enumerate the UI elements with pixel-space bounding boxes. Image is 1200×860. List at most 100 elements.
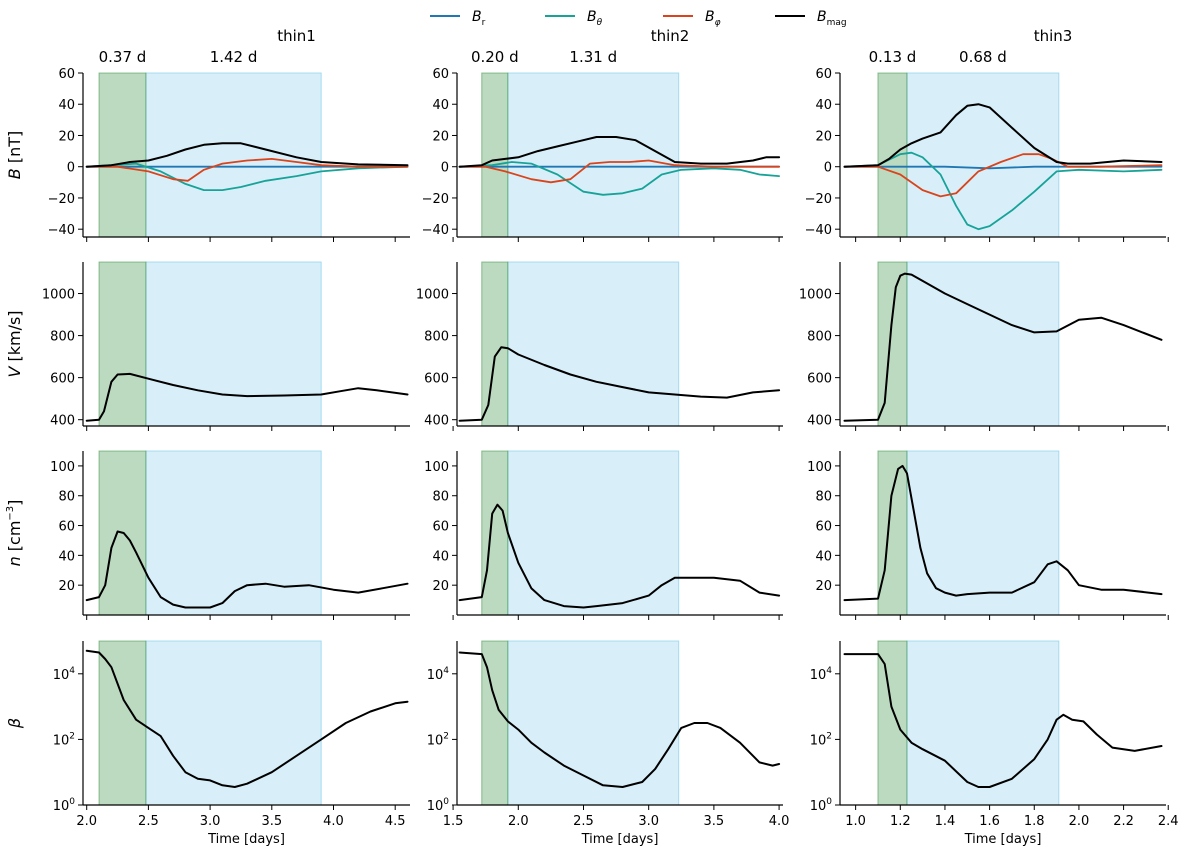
x-tick-label: 3.5 xyxy=(704,814,725,829)
x-tick-label: 1.0 xyxy=(845,814,866,829)
series-Bmag xyxy=(843,103,1163,168)
x-tick-label: 1.8 xyxy=(1024,814,1045,829)
series-Bphi xyxy=(85,157,409,182)
x-tick-label: 2.5 xyxy=(573,814,594,829)
y-tick-label: 1000 xyxy=(42,288,75,303)
sheath-region xyxy=(481,72,509,238)
y-tick-label: 800 xyxy=(50,330,75,345)
y-tick-label: 40 xyxy=(58,549,75,564)
x-tick-label: 2.4 xyxy=(1158,814,1179,829)
y-tick-label: 100 xyxy=(50,460,75,475)
chart-thin3: thin3 0.13 d 0.68 d −40 −20 0 20 40 60 400 600 800 1… xyxy=(799,27,1179,847)
x-tick-label: 4.0 xyxy=(769,814,790,829)
sheath-region xyxy=(481,450,509,616)
y-tick-label: 600 xyxy=(424,372,449,387)
y-tick-label: 80 xyxy=(58,490,75,505)
series-Bmag xyxy=(458,503,781,609)
legend-item-Btheta: Bθ xyxy=(545,9,603,28)
y-tick-label: 1000 xyxy=(416,288,449,303)
y-tick-label: 80 xyxy=(432,490,449,505)
x-tick-label: 1.4 xyxy=(935,814,956,829)
x-tick-label: 2.0 xyxy=(76,814,97,829)
cme-region xyxy=(906,450,1060,616)
panel-beta: 100 102 104 2.0 2.5 3.0 3.5 4.0 4.5 xyxy=(53,640,410,829)
panel-V: 400 600 800 1000 xyxy=(42,261,410,431)
x-axis-label: Time [days] xyxy=(581,832,659,847)
series-Bmag xyxy=(843,464,1163,602)
y-tick-label: 100 xyxy=(427,797,450,814)
panel-B: −40 −20 0 20 40 60 xyxy=(805,67,1169,242)
y-tick-label: 60 xyxy=(432,520,449,535)
y-tick-label: 20 xyxy=(815,579,832,594)
x-tick-label: 1.5 xyxy=(443,814,464,829)
sheath-region xyxy=(877,450,908,616)
x-tick-label: 3.0 xyxy=(638,814,659,829)
series-Bmag xyxy=(85,142,409,168)
cme-region xyxy=(145,640,322,806)
series-Bphi xyxy=(458,159,780,184)
x-tick-label: 1.6 xyxy=(979,814,1000,829)
series-Btheta xyxy=(843,151,1163,231)
y-tick-label: 60 xyxy=(432,67,449,82)
cme-region xyxy=(145,72,322,238)
y-tick-label: 20 xyxy=(58,129,75,144)
series-Btheta xyxy=(458,161,780,196)
x-tick-label: 4.0 xyxy=(323,814,344,829)
cme-region xyxy=(906,72,1060,238)
sheath-duration-label: 0.20 d xyxy=(471,48,519,66)
series-Bmag xyxy=(843,272,1163,422)
y-tick-label: 800 xyxy=(424,330,449,345)
x-axis-label: Time [days] xyxy=(964,832,1042,847)
y-tick-label: 100 xyxy=(53,797,76,814)
y-tick-label: 400 xyxy=(807,414,832,429)
legend-label-Bmag: Bmag xyxy=(817,9,847,28)
cme-duration-label: 1.31 d xyxy=(569,48,617,66)
ylabel-n: n [cm−3] xyxy=(5,500,24,567)
legend-label-Br: Br xyxy=(472,9,486,28)
y-tick-label: 400 xyxy=(424,414,449,429)
series-Bmag xyxy=(458,136,781,168)
series-Bmag xyxy=(843,653,1163,788)
x-tick-label: 4.5 xyxy=(385,814,406,829)
y-tick-label: 60 xyxy=(58,67,75,82)
series-Bmag xyxy=(85,372,409,422)
x-tick-label: 3.5 xyxy=(261,814,282,829)
y-tick-label: 0 xyxy=(824,161,832,176)
y-tick-label: −20 xyxy=(48,192,75,207)
series-Btheta xyxy=(85,162,409,192)
y-tick-label: −20 xyxy=(422,192,449,207)
sheath-region xyxy=(481,640,509,806)
series-Bmag xyxy=(458,651,781,788)
series-Bphi xyxy=(843,153,1163,198)
x-tick-label: 1.2 xyxy=(890,814,911,829)
sheath-region xyxy=(98,640,147,806)
x-tick-label: 2.2 xyxy=(1113,814,1134,829)
y-tick-label: 100 xyxy=(807,460,832,475)
x-tick-label: 3.0 xyxy=(200,814,221,829)
ylabel-B: B [nT] xyxy=(5,131,24,179)
y-tick-label: 60 xyxy=(815,520,832,535)
panel-n: 20 40 60 80 100 xyxy=(424,450,783,620)
y-tick-label: 60 xyxy=(815,67,832,82)
cme-region xyxy=(507,261,680,427)
cme-duration-label: 0.68 d xyxy=(959,48,1007,66)
y-tick-label: 40 xyxy=(58,98,75,113)
y-tick-label: 0 xyxy=(67,161,75,176)
y-tick-label: 102 xyxy=(427,731,449,748)
chart-title: thin1 xyxy=(277,27,316,45)
y-tick-label: 40 xyxy=(815,98,832,113)
sheath-duration-label: 0.37 d xyxy=(99,48,147,66)
y-tick-label: 1000 xyxy=(799,288,832,303)
series-Bmag xyxy=(85,530,409,609)
panel-n: 20 40 60 80 100 xyxy=(50,450,410,620)
legend-item-Bmag: Bmag xyxy=(775,9,847,28)
y-tick-label: 104 xyxy=(810,666,833,683)
y-tick-label: 400 xyxy=(50,414,75,429)
panel-V: 400 600 800 1000 xyxy=(416,261,783,431)
chart-thin2: thin2 0.20 d 1.31 d −40 −20 0 20 40 60 400 600 800 1… xyxy=(416,27,790,847)
y-tick-label: 20 xyxy=(432,579,449,594)
y-tick-label: 102 xyxy=(53,731,75,748)
y-tick-label: 100 xyxy=(424,460,449,475)
legend-label-Bphi: Bφ xyxy=(705,9,721,28)
